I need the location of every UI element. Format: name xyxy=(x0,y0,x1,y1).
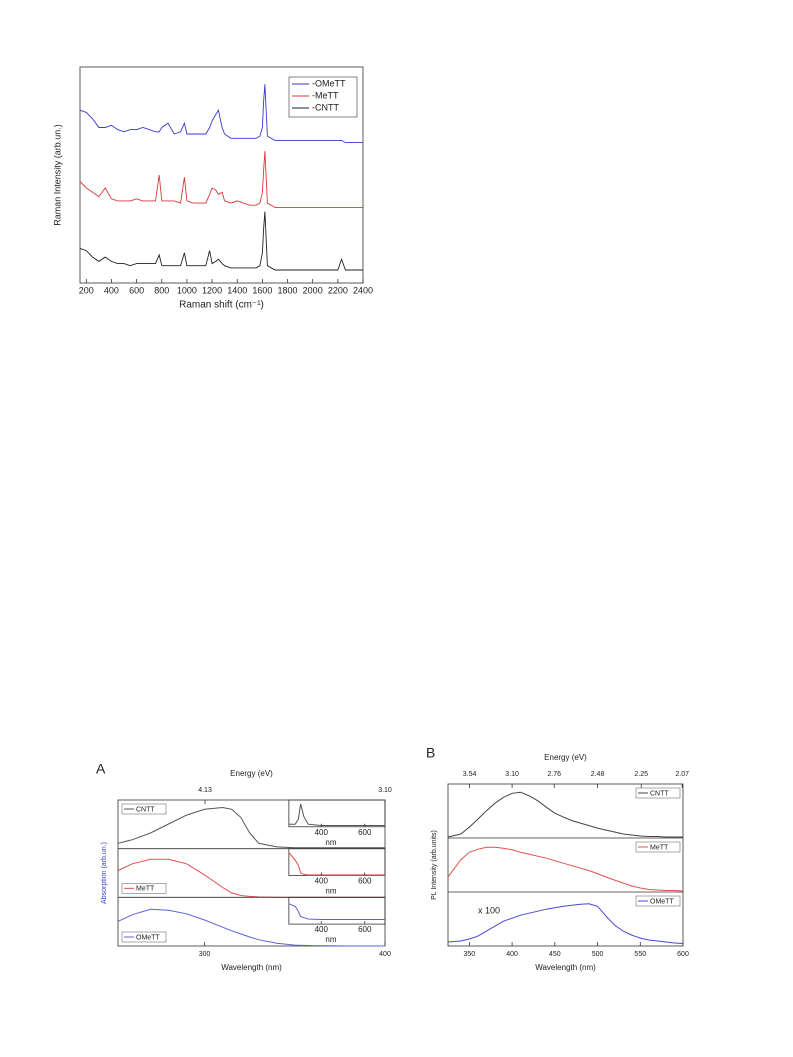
inset-frame xyxy=(288,799,386,828)
inset-frame xyxy=(288,896,386,925)
legend-label: MeTT xyxy=(136,886,155,893)
data-line xyxy=(447,846,684,892)
x-tick-label: 550 xyxy=(634,951,646,958)
x-tick-label: 300 xyxy=(199,951,211,958)
data-line xyxy=(79,151,363,208)
x-tick-label: 2200 xyxy=(328,285,348,295)
x-tick-label: 400 xyxy=(506,951,518,958)
y-axis-label: Raman Intensity (arb.un.) xyxy=(52,124,62,226)
x-axis-label: Wavelength (nm) xyxy=(535,963,596,972)
y-axis-label: Absorption (arb.un.) xyxy=(101,842,108,904)
data-line xyxy=(288,803,385,826)
inset-axis-label: nm xyxy=(325,838,336,847)
x-tick-label: 1800 xyxy=(278,285,298,295)
data-line xyxy=(447,903,684,944)
y-axis-label: PL Intensity (arb.units) xyxy=(431,830,438,900)
legend-box xyxy=(121,803,167,815)
x2-tick-label: 3.54 xyxy=(463,771,477,778)
legend-box xyxy=(121,883,167,894)
x-tick-label: 600 xyxy=(677,951,689,958)
x-tick-label: 450 xyxy=(549,951,561,958)
data-line xyxy=(117,908,385,947)
legend-label: OMeTT xyxy=(136,934,160,941)
panel-label: B xyxy=(426,745,435,761)
legend-label: -CNTT xyxy=(312,102,339,112)
legend-box xyxy=(121,931,167,943)
x2-tick-label: 2.07 xyxy=(675,771,689,778)
x-tick-label: 2000 xyxy=(303,285,323,295)
x2-axis-label: Energy (eV) xyxy=(544,753,587,762)
legend-label: -MeTT xyxy=(312,90,339,100)
legend-label: -OMeTT xyxy=(312,78,346,88)
legend-box xyxy=(635,895,681,907)
legend-box xyxy=(635,787,681,799)
x2-tick-label: 3.10 xyxy=(505,771,519,778)
inset-axis-label: nm xyxy=(325,935,336,944)
inset-tick-label: 600 xyxy=(358,925,372,934)
x-tick-label: 500 xyxy=(592,951,604,958)
x-axis-label: Wavelength (nm) xyxy=(221,963,282,972)
x-tick-label: 2400 xyxy=(353,285,373,295)
data-line xyxy=(288,903,385,920)
plot-frame xyxy=(79,66,364,284)
inset-axis-label: nm xyxy=(325,887,336,896)
x-tick-label: 600 xyxy=(129,285,144,295)
x-tick-label: 1600 xyxy=(252,285,272,295)
inset-frame xyxy=(288,848,386,876)
x-tick-label: 1400 xyxy=(227,285,247,295)
x-axis-label: Raman shift (cm⁻¹) xyxy=(179,300,264,311)
data-line xyxy=(447,791,683,838)
inset-tick-label: 600 xyxy=(358,877,372,886)
inset-tick-label: 600 xyxy=(358,828,372,837)
x-tick-label: 1000 xyxy=(177,285,197,295)
data-line xyxy=(79,211,363,271)
x2-tick-label: 3.10 xyxy=(378,787,392,794)
x2-tick-label: 2.25 xyxy=(634,771,648,778)
legend-box xyxy=(635,841,681,853)
x-tick-label: 200 xyxy=(79,285,94,295)
x-tick-label: 400 xyxy=(379,951,391,958)
plot-frame xyxy=(447,783,684,947)
x2-tick-label: 4.13 xyxy=(198,787,212,794)
x2-tick-label: 2.76 xyxy=(547,771,561,778)
x-tick-label: 400 xyxy=(104,285,119,295)
inset-tick-label: 400 xyxy=(315,877,329,886)
x2-tick-label: 2.48 xyxy=(591,771,605,778)
data-line xyxy=(79,84,363,144)
inset-tick-label: 400 xyxy=(315,828,329,837)
legend-label: OMeTT xyxy=(650,898,674,905)
legend-label: CNTT xyxy=(136,806,155,813)
annotation: x 100 xyxy=(478,905,500,915)
data-line xyxy=(117,806,385,849)
x2-axis-label: Energy (eV) xyxy=(230,769,273,778)
inset-tick-label: 400 xyxy=(315,925,329,934)
x-tick-label: 800 xyxy=(154,285,169,295)
x-tick-label: 350 xyxy=(464,951,476,958)
legend-label: MeTT xyxy=(650,844,669,851)
legend-label: CNTT xyxy=(650,790,669,797)
x-tick-label: 1200 xyxy=(202,285,222,295)
panel-label: A xyxy=(96,761,106,777)
data-line xyxy=(288,852,385,876)
